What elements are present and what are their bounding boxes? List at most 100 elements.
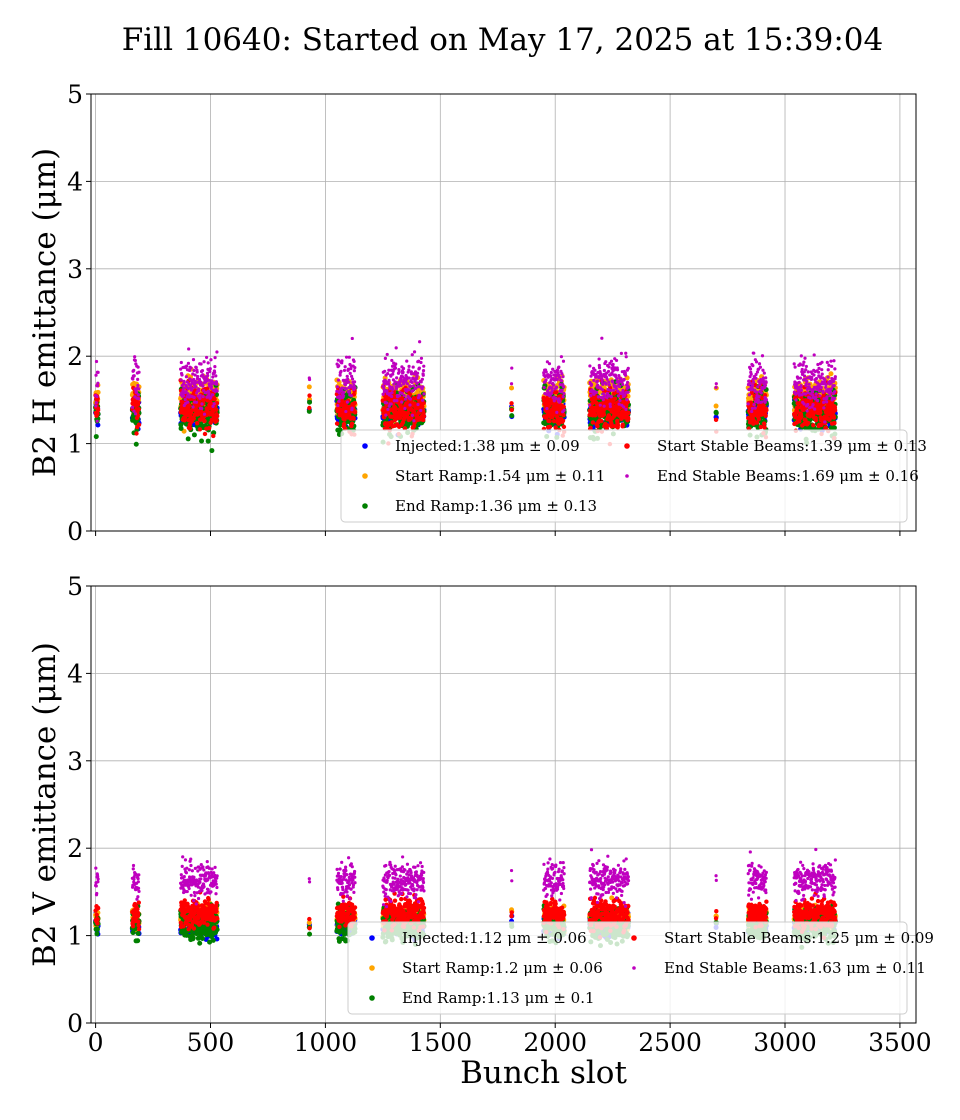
data-point <box>390 391 394 395</box>
data-point <box>391 378 396 382</box>
data-point <box>398 394 402 398</box>
data-point <box>181 394 185 398</box>
data-point <box>340 359 344 363</box>
data-point <box>211 433 216 439</box>
data-point <box>806 391 810 395</box>
data-point <box>794 409 800 414</box>
data-point <box>748 367 753 371</box>
data-point <box>408 397 413 401</box>
data-point <box>811 403 815 407</box>
data-point <box>386 382 391 386</box>
data-point <box>552 399 556 403</box>
data-point <box>335 389 339 393</box>
data-point <box>595 379 600 383</box>
data-point <box>595 424 600 429</box>
data-point <box>761 368 765 372</box>
legend-marker <box>624 443 630 449</box>
data-point <box>395 376 399 380</box>
data-point <box>713 410 719 416</box>
data-point <box>829 381 833 385</box>
data-point <box>389 420 394 425</box>
data-point <box>555 410 559 414</box>
data-point <box>813 407 817 411</box>
data-point <box>200 368 205 373</box>
data-point <box>421 417 426 423</box>
data-point <box>828 390 833 394</box>
data-point <box>351 416 356 421</box>
data-point <box>395 398 399 403</box>
data-point <box>412 419 416 423</box>
data-point <box>758 424 764 430</box>
data-point <box>403 406 407 411</box>
data-point <box>132 368 136 372</box>
data-point <box>547 362 552 366</box>
data-point <box>96 381 100 385</box>
data-point <box>391 372 395 376</box>
data-point <box>420 377 424 381</box>
data-point <box>824 385 828 389</box>
data-point <box>754 420 760 425</box>
data-point <box>421 385 425 389</box>
data-point <box>336 378 341 382</box>
data-point <box>205 371 210 375</box>
data-point <box>402 393 406 398</box>
data-point <box>307 377 312 382</box>
data-point <box>385 389 389 393</box>
data-point <box>615 423 621 428</box>
data-point <box>797 393 802 397</box>
data-point <box>818 410 823 415</box>
data-point <box>592 378 596 382</box>
data-point <box>215 382 219 386</box>
data-point <box>793 365 797 369</box>
data-point <box>382 387 386 391</box>
data-point <box>562 385 566 389</box>
data-point <box>202 388 206 393</box>
data-point <box>184 375 188 379</box>
data-point <box>190 387 194 391</box>
data-point <box>199 380 203 384</box>
data-point <box>618 398 622 402</box>
legend-label: Injected:1.38 μm ± 0.09 <box>395 437 580 455</box>
data-point <box>417 366 421 370</box>
data-point <box>623 373 628 377</box>
data-point <box>194 400 199 404</box>
data-point <box>553 425 558 430</box>
data-point <box>609 395 613 399</box>
data-point <box>136 377 140 381</box>
data-point <box>626 416 631 422</box>
data-point <box>799 414 804 419</box>
data-point <box>819 385 823 390</box>
data-point <box>799 354 803 358</box>
data-point <box>550 389 554 393</box>
y-tick-label: 2 <box>67 342 83 371</box>
data-point <box>750 406 754 411</box>
data-point <box>616 389 620 393</box>
data-point <box>592 413 598 418</box>
data-point <box>383 356 387 360</box>
data-point <box>136 407 141 412</box>
data-point <box>597 376 601 380</box>
data-point <box>621 383 625 387</box>
data-point <box>617 402 621 406</box>
data-point <box>626 385 631 389</box>
data-point <box>96 384 100 388</box>
data-point <box>594 390 599 394</box>
data-point <box>752 351 756 355</box>
data-point <box>810 390 815 394</box>
data-point <box>198 393 202 398</box>
data-point <box>393 406 398 412</box>
legend-marker <box>625 474 629 478</box>
data-point <box>410 413 415 417</box>
data-point <box>419 356 424 360</box>
data-point <box>797 419 802 424</box>
data-point <box>95 394 99 399</box>
data-point <box>345 374 349 378</box>
data-point <box>397 370 401 374</box>
data-point <box>408 403 412 407</box>
data-point <box>590 420 596 425</box>
data-point <box>806 370 810 374</box>
data-point <box>405 382 410 386</box>
data-point <box>823 378 827 382</box>
data-point <box>612 396 618 401</box>
